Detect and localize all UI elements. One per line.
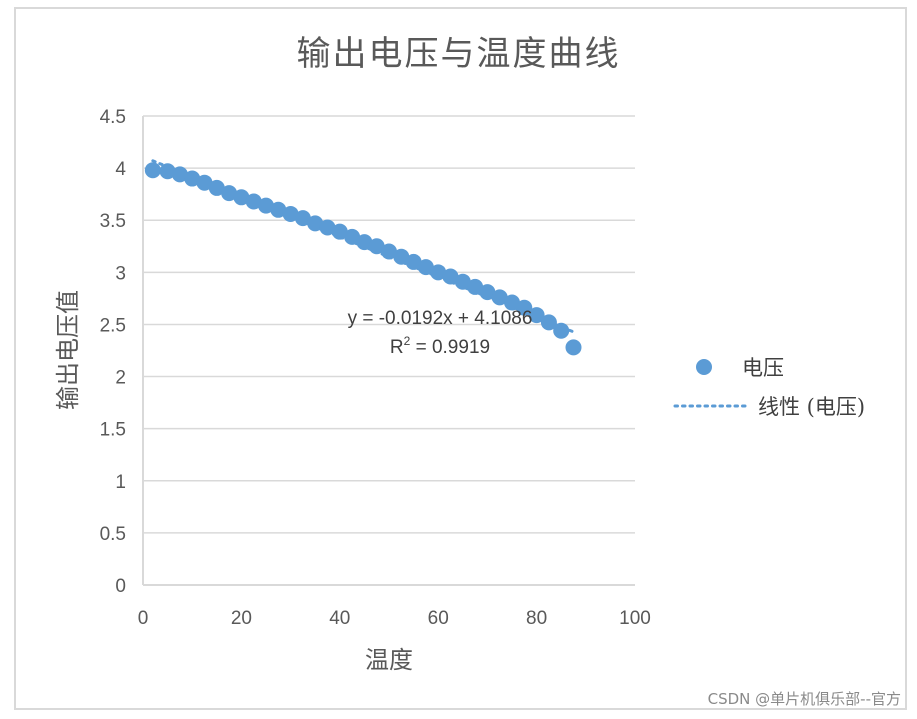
y-tick-label: 1 [115,472,126,493]
data-point[interactable] [368,238,385,255]
data-point[interactable] [516,299,533,316]
data-point[interactable] [344,228,361,245]
trendline-r-squared: R2 = 0.9919 [390,334,490,358]
data-point[interactable] [307,215,324,232]
legend-label-linear-voltage: 线性 (电压) [758,395,865,419]
x-tick-label: 40 [329,608,350,629]
data-point[interactable] [184,170,201,187]
data-point[interactable] [565,339,582,356]
data-point[interactable] [331,223,348,240]
data-point[interactable] [417,259,434,276]
trendline-equation: y = -0.0192x + 4.1086 [348,308,533,329]
data-point[interactable] [282,205,299,222]
data-point[interactable] [430,264,447,281]
data-point[interactable] [319,219,336,236]
watermark: CSDN @单片机俱乐部--官方 [707,690,901,708]
x-axis-title: 温度 [365,646,413,674]
y-tick-label: 4 [115,159,126,180]
x-tick-label: 60 [428,608,449,629]
legend-marker-circle-icon [696,359,712,375]
y-tick-label: 2 [115,368,126,389]
data-point[interactable] [442,268,459,285]
data-point[interactable] [405,253,422,270]
data-point[interactable] [356,234,373,251]
data-point[interactable] [221,185,238,202]
chart-frame [14,7,907,710]
y-tick-label: 0 [115,576,126,597]
y-tick-label: 1.5 [100,420,126,441]
gridlines [143,115,635,534]
chart-title: 输出电压与温度曲线 [296,34,621,74]
legend-item-voltage[interactable]: 电压 [696,356,784,380]
data-point[interactable] [159,163,176,180]
y-tick-label: 3 [115,263,126,284]
data-point[interactable] [504,294,520,311]
x-tick-label: 20 [231,608,252,629]
y-tick-label: 4.5 [100,107,126,128]
data-point[interactable] [144,162,161,179]
data-point[interactable] [528,307,545,324]
data-point[interactable] [294,210,311,227]
data-point[interactable] [491,289,508,306]
x-tick-label: 80 [526,608,547,629]
data-point[interactable] [233,189,250,206]
y-tick-label: 2.5 [100,315,126,336]
data-point[interactable] [196,174,213,191]
data-point[interactable] [270,201,287,218]
y-tick-label: 0.5 [100,524,126,545]
data-point[interactable] [467,278,484,295]
legend-item-linear-voltage[interactable]: 线性 (电压) [673,395,865,419]
data-point[interactable] [171,166,188,183]
y-tick-label: 3.5 [100,211,126,232]
axes [142,116,635,586]
x-tick-label: 0 [138,608,149,629]
data-point[interactable] [393,248,410,265]
legend-label-voltage: 电压 [742,356,784,380]
y-axis-ticks: 0 0.5 1 1.5 2 2.5 3 3.5 4 4.5 [100,107,127,597]
legend: 电压 线性 (电压) [673,356,865,419]
y-axis-title: 输出电压值 [54,290,82,410]
data-point[interactable] [540,314,557,331]
data-point[interactable] [381,243,397,260]
data-point[interactable] [454,273,471,290]
data-point[interactable] [208,179,225,196]
data-point[interactable] [553,322,570,339]
data-point[interactable] [258,197,274,214]
data-point[interactable] [479,284,496,301]
x-tick-label: 100 [619,608,651,629]
data-point[interactable] [245,193,262,210]
data-series-voltage [144,162,582,356]
x-axis-ticks: 0 20 40 60 80 100 [138,608,651,629]
